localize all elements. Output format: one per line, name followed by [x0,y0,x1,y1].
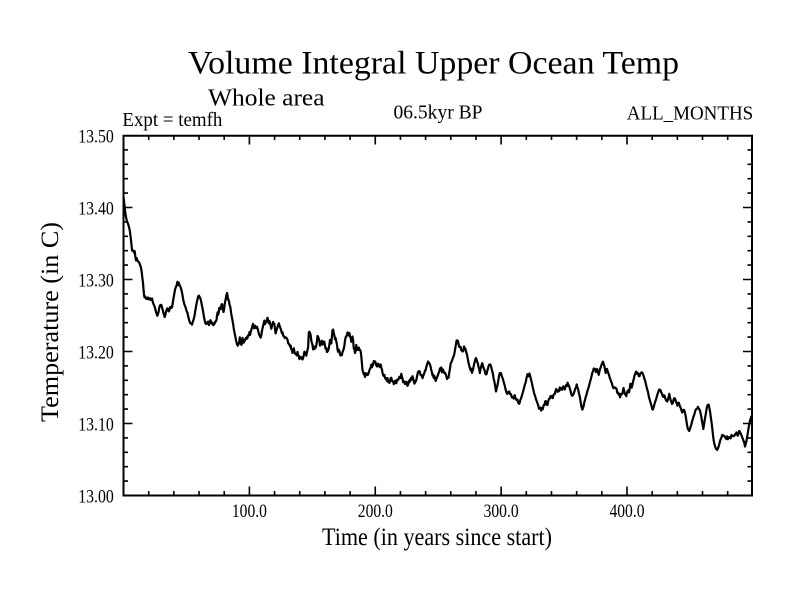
svg-text:300.0: 300.0 [484,502,519,522]
svg-text:13.20: 13.20 [78,342,114,363]
svg-text:100.0: 100.0 [232,502,267,522]
svg-text:13.40: 13.40 [78,198,114,219]
svg-text:06.5kyr BP: 06.5kyr BP [394,103,483,124]
svg-text:Volume Integral Upper Ocean Te: Volume Integral Upper Ocean Temp [188,46,679,82]
svg-text:200.0: 200.0 [358,502,393,522]
svg-text:Time (in years since start): Time (in years since start) [322,522,552,551]
svg-text:Whole area: Whole area [208,85,325,112]
svg-text:Expt = temfh: Expt = temfh [122,110,222,131]
svg-text:400.0: 400.0 [610,502,645,522]
svg-text:13.10: 13.10 [78,414,114,435]
svg-text:13.00: 13.00 [78,486,114,507]
svg-text:13.30: 13.30 [78,270,114,291]
svg-text:Temperature (in C): Temperature (in C) [35,222,64,422]
svg-text:13.50: 13.50 [78,126,114,147]
svg-text:ALL_MONTHS: ALL_MONTHS [627,102,753,124]
